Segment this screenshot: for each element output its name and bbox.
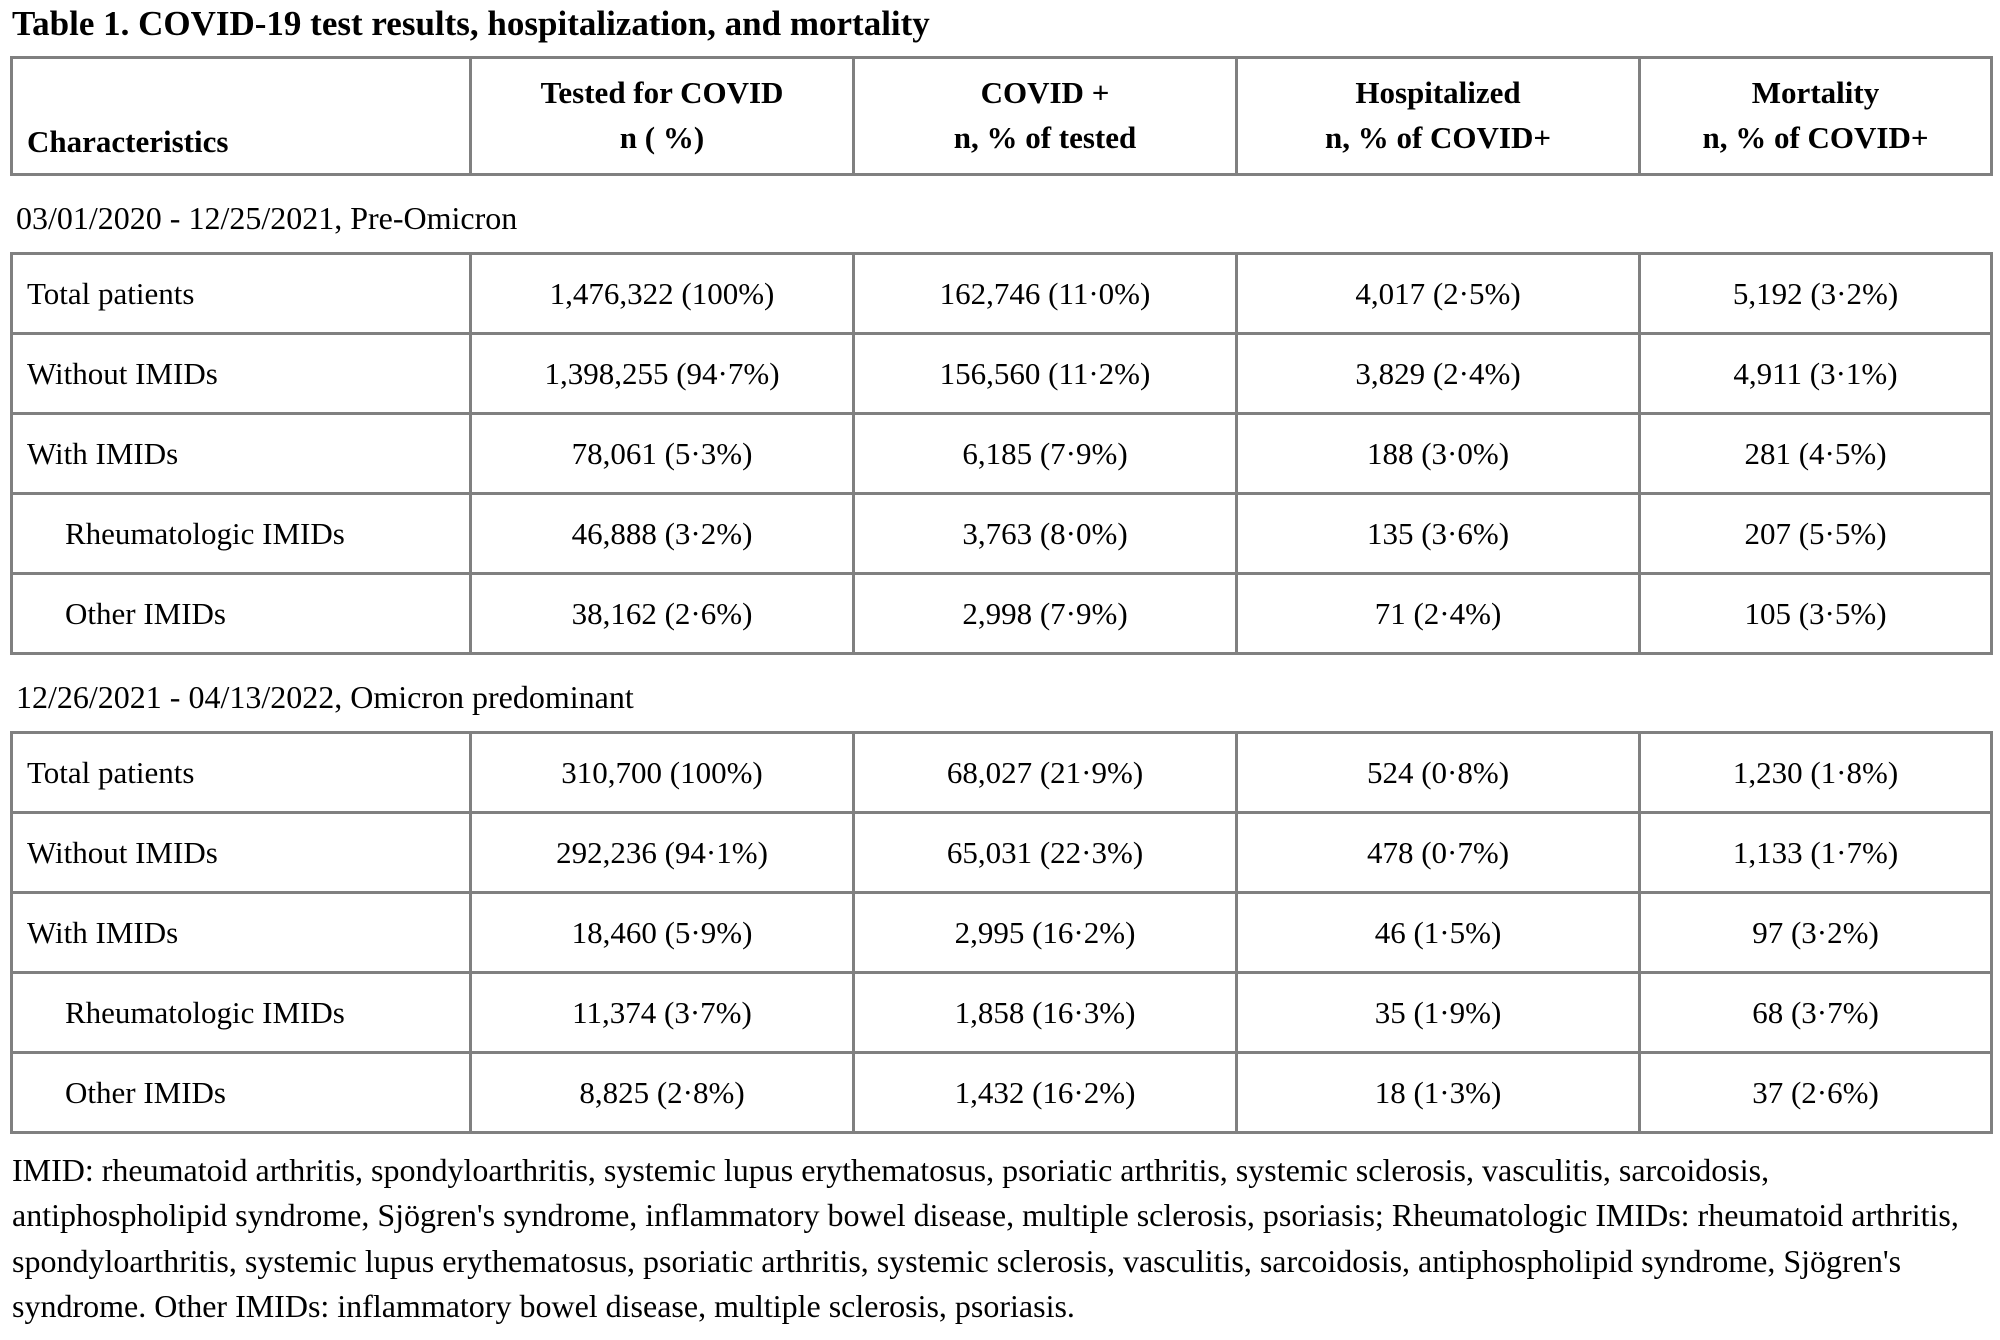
row-label: Other IMIDs (10, 572, 472, 655)
cell-covid-positive: 2,998 (7·9%) (852, 572, 1238, 655)
cell-mortality: 207 (5·5%) (1638, 492, 1993, 575)
cell-mortality: 105 (3·5%) (1638, 572, 1993, 655)
row-label: Rheumatologic IMIDs (10, 492, 472, 575)
row-label: Without IMIDs (10, 811, 472, 894)
cell-covid-positive: 6,185 (7·9%) (852, 412, 1238, 495)
cell-tested: 46,888 (3·2%) (469, 492, 855, 575)
table-row: Rheumatologic IMIDs 46,888 (3·2%) 3,763 (8… (10, 492, 1993, 575)
cell-hospitalized: 71 (2·4%) (1235, 572, 1641, 655)
table-title: Table 1. COVID-19 test results, hospital… (12, 4, 930, 43)
data-table-pre-omicron: Total patients 1,476,322 (100%) 162,746 (1… (10, 252, 1993, 655)
cell-covid-positive: 2,995 (16·2%) (852, 891, 1238, 974)
cell-hospitalized: 35 (1·9%) (1235, 971, 1641, 1054)
cell-mortality: 97 (3·2%) (1638, 891, 1993, 974)
cell-hospitalized: 3,829 (2·4%) (1235, 332, 1641, 415)
col-header-covid-positive: COVID + n, % of tested (852, 56, 1238, 176)
col-header-line2: n, % of tested (953, 120, 1137, 155)
cell-covid-positive: 68,027 (21·9%) (852, 731, 1238, 814)
row-label: Rheumatologic IMIDs (10, 971, 472, 1054)
col-header-line1: Mortality (1751, 75, 1880, 111)
table-row: Without IMIDs 292,236 (94·1%) 65,031 (22·3… (10, 811, 1993, 894)
cell-hospitalized: 4,017 (2·5%) (1235, 252, 1641, 335)
cell-covid-positive: 156,560 (11·2%) (852, 332, 1238, 415)
cell-hospitalized: 524 (0·8%) (1235, 731, 1641, 814)
cell-hospitalized: 46 (1·5%) (1235, 891, 1641, 974)
cell-mortality: 1,133 (1·7%) (1638, 811, 1993, 894)
cell-tested: 1,398,255 (94·7%) (469, 332, 855, 415)
row-label: Total patients (10, 252, 472, 335)
cell-covid-positive: 3,763 (8·0%) (852, 492, 1238, 575)
cell-tested: 78,061 (5·3%) (469, 412, 855, 495)
cell-mortality: 4,911 (3·1%) (1638, 332, 1993, 415)
cell-tested: 292,236 (94·1%) (469, 811, 855, 894)
cell-mortality: 68 (3·7%) (1638, 971, 1993, 1054)
cell-hospitalized: 478 (0·7%) (1235, 811, 1641, 894)
cell-hospitalized: 188 (3·0%) (1235, 412, 1641, 495)
header-table: Characteristics Tested for COVID n ( %) … (10, 56, 1993, 176)
cell-covid-positive: 65,031 (22·3%) (852, 811, 1238, 894)
cell-mortality: 5,192 (3·2%) (1638, 252, 1993, 335)
row-label: With IMIDs (10, 412, 472, 495)
col-header-line2: n, % of COVID+ (1702, 120, 1929, 155)
row-label: Total patients (10, 731, 472, 814)
cell-covid-positive: 162,746 (11·0%) (852, 252, 1238, 335)
table-row: With IMIDs 78,061 (5·3%) 6,185 (7·9%) 188 (… (10, 412, 1993, 495)
table-row: Other IMIDs 8,825 (2·8%) 1,432 (16·2%) 18 (… (10, 1051, 1993, 1134)
table-row: Without IMIDs 1,398,255 (94·7%) 156,560 (1… (10, 332, 1993, 415)
col-header-line2: n, % of COVID+ (1324, 120, 1552, 155)
cell-mortality: 37 (2·6%) (1638, 1051, 1993, 1134)
table-row: Total patients 310,700 (100%) 68,027 (21·9… (10, 731, 1993, 814)
col-header-line1: Hospitalized (1355, 75, 1521, 111)
cell-mortality: 1,230 (1·8%) (1638, 731, 1993, 814)
header-row: Characteristics Tested for COVID n ( %) … (10, 56, 1993, 176)
row-label: Other IMIDs (10, 1051, 472, 1134)
cell-covid-positive: 1,858 (16·3%) (852, 971, 1238, 1054)
col-header-hospitalized: Hospitalized n, % of COVID+ (1235, 56, 1641, 176)
cell-mortality: 281 (4·5%) (1638, 412, 1993, 495)
col-header-line1: Tested for COVID (540, 75, 784, 111)
row-label: With IMIDs (10, 891, 472, 974)
row-label: Without IMIDs (10, 332, 472, 415)
cell-hospitalized: 18 (1·3%) (1235, 1051, 1641, 1134)
col-header-mortality: Mortality n, % of COVID+ (1638, 56, 1993, 176)
col-header-line1: COVID + (980, 75, 1110, 111)
table-row: Rheumatologic IMIDs 11,374 (3·7%) 1,858 (1… (10, 971, 1993, 1054)
cell-tested: 38,162 (2·6%) (469, 572, 855, 655)
table-row: With IMIDs 18,460 (5·9%) 2,995 (16·2%) 46 (… (10, 891, 1993, 974)
col-header-line2: n ( %) (619, 120, 705, 155)
data-table-omicron: Total patients 310,700 (100%) 68,027 (21·9… (10, 731, 1993, 1134)
cell-tested: 310,700 (100%) (469, 731, 855, 814)
table-footnote: IMID: rheumatoid arthritis, spondyloarth… (12, 1152, 1959, 1325)
section-label-pre-omicron: 03/01/2020 - 12/25/2021, Pre-Omicron (16, 200, 518, 236)
table-row: Total patients 1,476,322 (100%) 162,746 (1… (10, 252, 1993, 335)
section-label-omicron: 12/26/2021 - 04/13/2022, Omicron predomi… (16, 679, 634, 715)
col-header-characteristics: Characteristics (10, 56, 472, 176)
cell-tested: 11,374 (3·7%) (469, 971, 855, 1054)
col-header-tested: Tested for COVID n ( %) (469, 56, 855, 176)
cell-tested: 1,476,322 (100%) (469, 252, 855, 335)
cell-tested: 8,825 (2·8%) (469, 1051, 855, 1134)
cell-tested: 18,460 (5·9%) (469, 891, 855, 974)
cell-covid-positive: 1,432 (16·2%) (852, 1051, 1238, 1134)
table-row: Other IMIDs 38,162 (2·6%) 2,998 (7·9%) 71 (… (10, 572, 1993, 655)
cell-hospitalized: 135 (3·6%) (1235, 492, 1641, 575)
